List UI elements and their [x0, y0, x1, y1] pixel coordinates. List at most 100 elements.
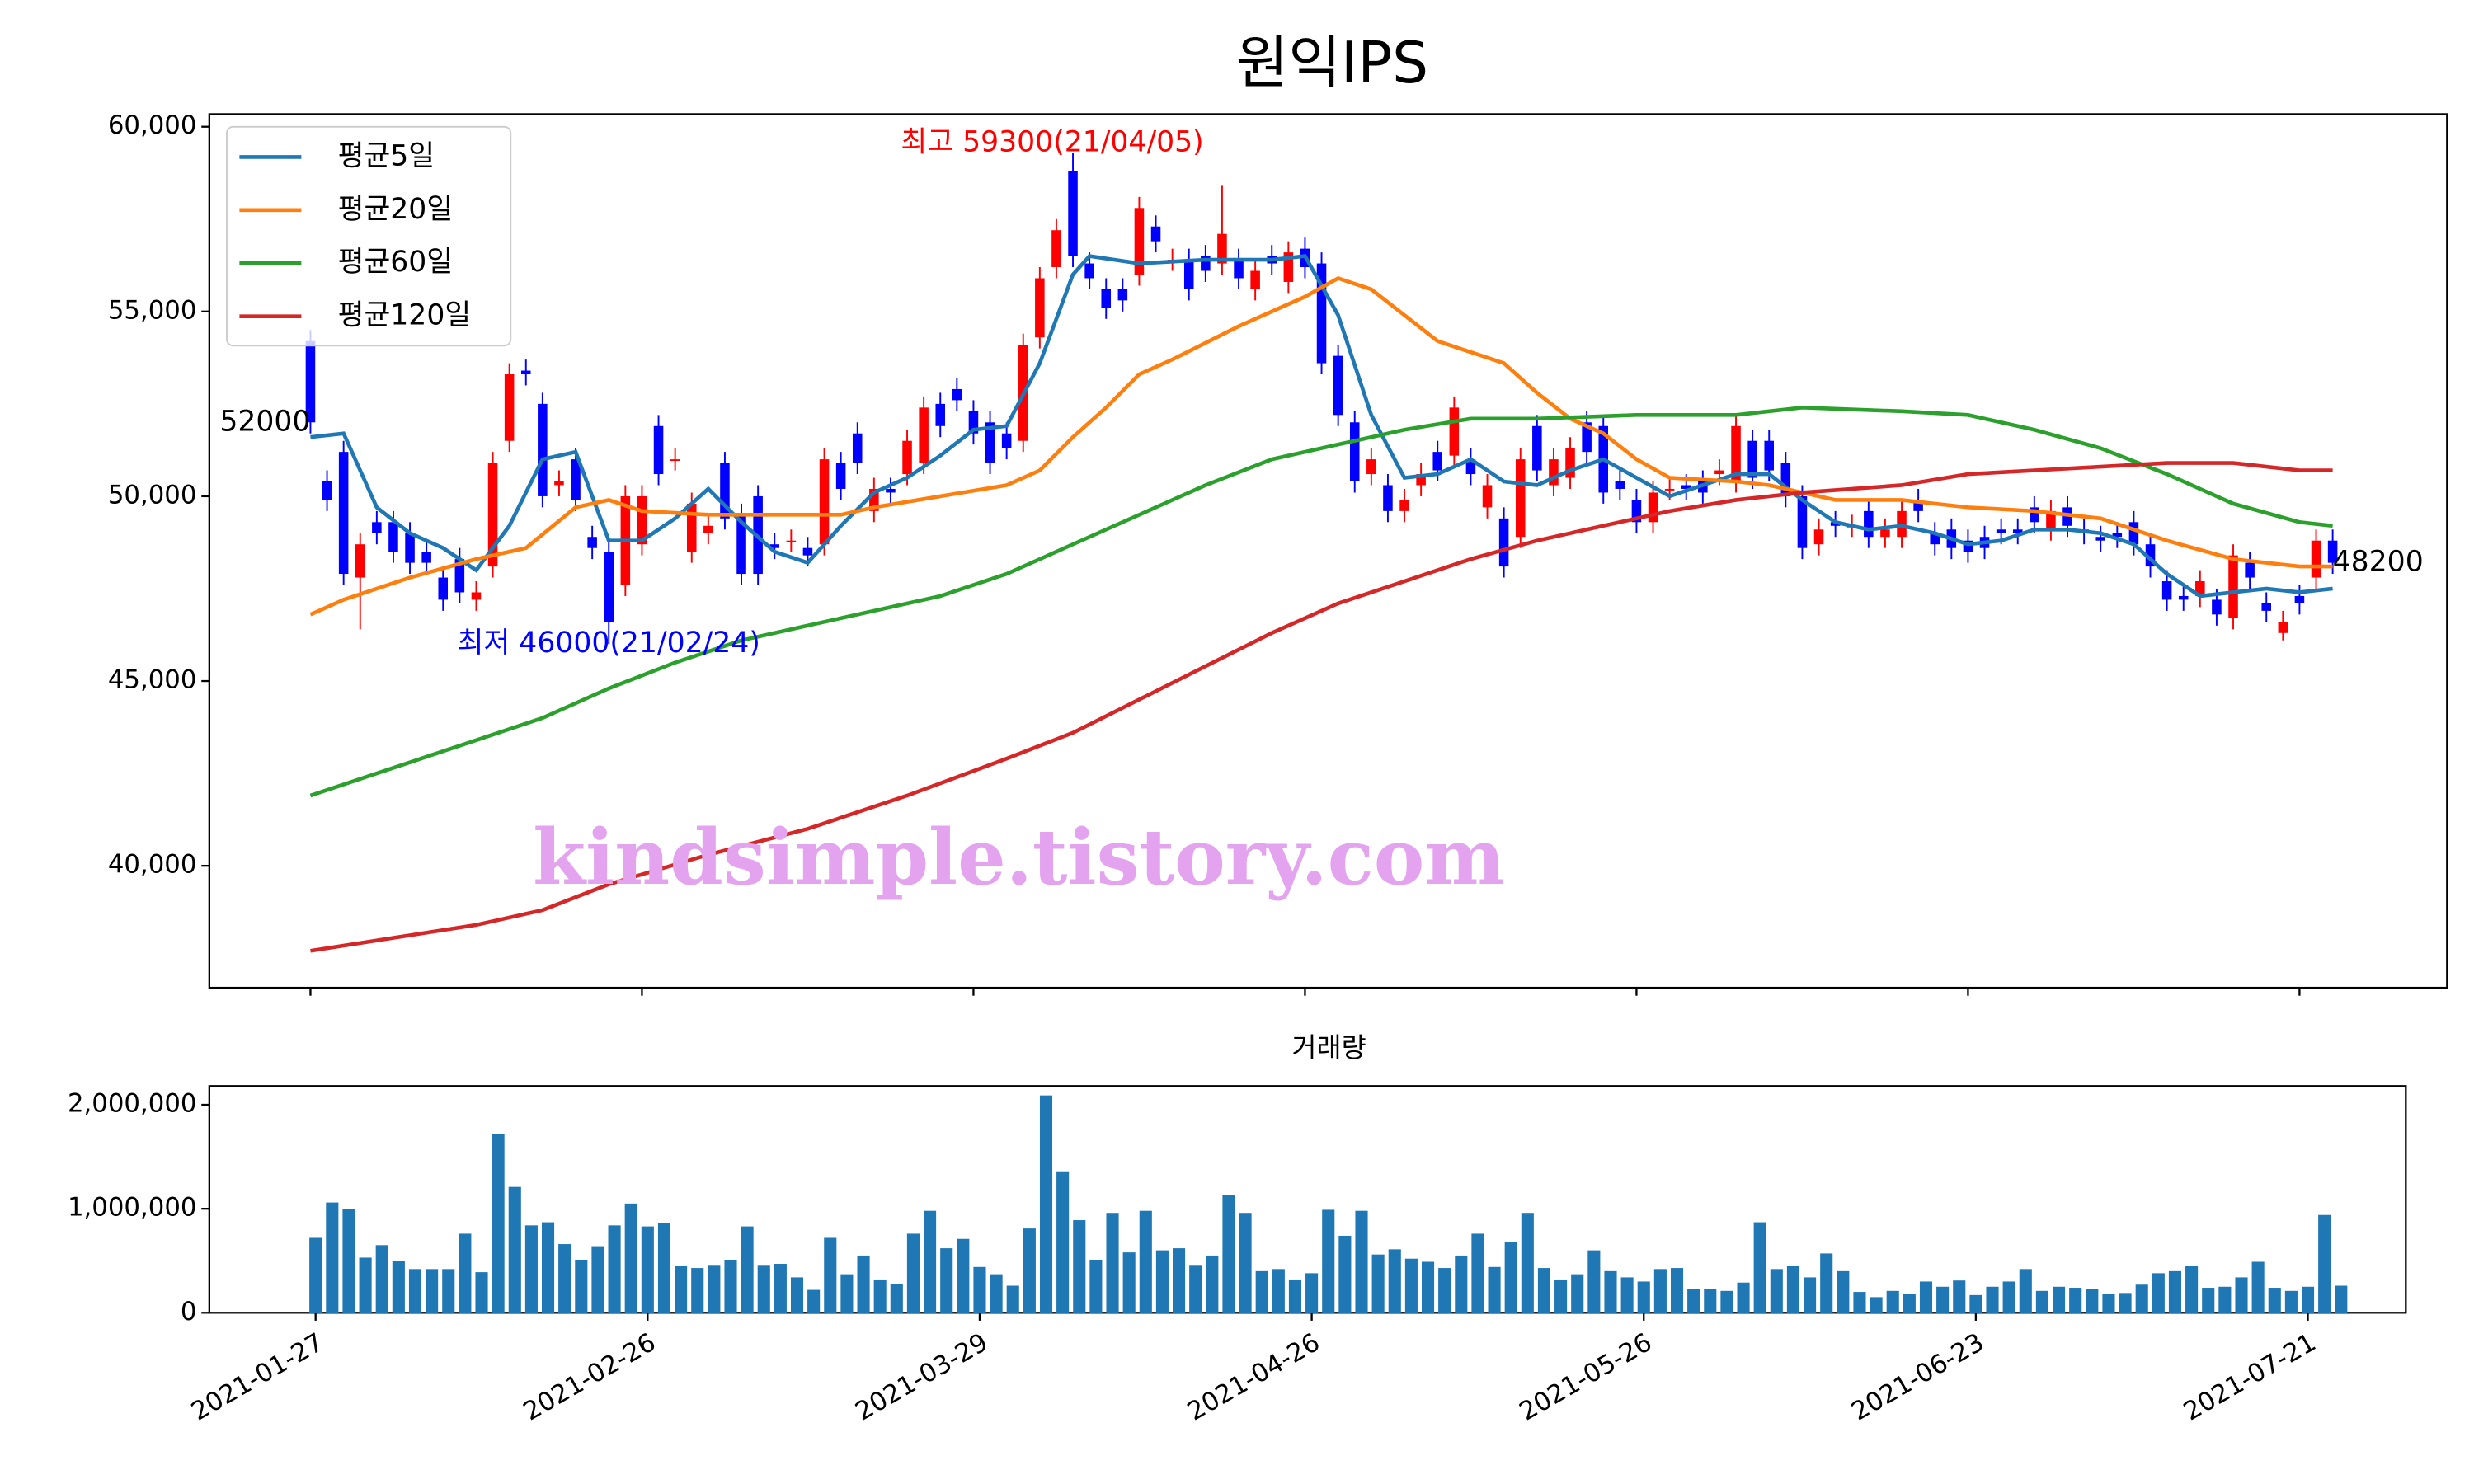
candle-body [886, 488, 896, 493]
volume-bar [2102, 1294, 2115, 1313]
volume-bar [940, 1248, 953, 1313]
volume-bar [1969, 1294, 1982, 1313]
volume-bar [1936, 1286, 1950, 1313]
volume-bar [675, 1266, 688, 1313]
volume-bar [1404, 1258, 1418, 1313]
volume-bar [1039, 1095, 1053, 1313]
legend-label: 평균20일 [338, 193, 454, 226]
candle-body [1664, 488, 1675, 491]
legend-label: 평균5일 [338, 139, 435, 172]
legend-box [226, 125, 512, 347]
volume-bar [1155, 1250, 1169, 1313]
volume-bar [1189, 1265, 1202, 1313]
candle-body [1035, 278, 1045, 338]
volume-bar [774, 1264, 787, 1313]
candle-body [405, 533, 415, 563]
candle-body [1201, 256, 1211, 271]
volume-bar [857, 1255, 870, 1313]
volume-bar [1371, 1254, 1385, 1313]
volume-bar [1288, 1279, 1302, 1313]
candle-body [1631, 500, 1642, 523]
volume-bar [309, 1237, 322, 1313]
candle-body [670, 459, 680, 462]
volume-bar [426, 1269, 439, 1313]
volume-bar [608, 1225, 621, 1313]
candle-body [1764, 440, 1774, 471]
volume-bar [1770, 1269, 1783, 1313]
candle-body [1051, 230, 1061, 268]
volume-bar [1455, 1255, 1468, 1313]
legend-label: 평균120일 [338, 299, 472, 332]
candle-body [2046, 510, 2056, 530]
volume-bar [459, 1233, 472, 1313]
volume-bar [657, 1223, 671, 1313]
volume-bar [359, 1257, 372, 1313]
volume-bar [1438, 1268, 1451, 1313]
volume-bar [2035, 1290, 2048, 1313]
volume-bar [873, 1279, 887, 1313]
volume-bar [1089, 1259, 1103, 1313]
volume-bar [1421, 1261, 1435, 1313]
candle-body [2161, 581, 2172, 600]
volume-bar [973, 1266, 986, 1313]
candle-body [1383, 485, 1393, 511]
candle-body [355, 544, 365, 578]
candle-body [968, 411, 979, 434]
candle-body [1930, 533, 1940, 545]
volume-bar [990, 1274, 1003, 1313]
volume-bar [924, 1210, 937, 1313]
candle-body [372, 522, 382, 533]
volume-bar [840, 1274, 854, 1313]
volume-bar [807, 1289, 821, 1313]
candle-body [703, 525, 713, 533]
volume-bar [1837, 1270, 1850, 1313]
candle-body [2278, 622, 2288, 633]
volume-bar [1006, 1285, 1019, 1313]
volume-bar [890, 1283, 903, 1313]
candle-body [1084, 263, 1094, 279]
candle-body [769, 544, 780, 548]
candle-body [637, 495, 647, 545]
candle-body [1250, 270, 1260, 289]
volume-bar [1571, 1274, 1584, 1313]
candle-body [1217, 233, 1227, 264]
watermark: kindsimple.tistory.com [533, 812, 1505, 902]
y-tick-label: 60,000 [108, 110, 197, 140]
ma-line [310, 254, 2333, 599]
volume-bar [1870, 1297, 1883, 1313]
volume-bar [1139, 1210, 1152, 1313]
candle-body [1913, 500, 1923, 511]
candle-body [653, 425, 664, 475]
candle-body [869, 488, 879, 511]
annotation: 최저 46000(21/02/24) [458, 627, 760, 660]
candle-body [1797, 495, 1808, 548]
volume-bar [326, 1202, 339, 1313]
volume-bar [1753, 1222, 1766, 1313]
candle-body [1366, 459, 1376, 475]
candle-body [1001, 433, 1012, 448]
candle-body [2030, 507, 2039, 523]
volume-bar [1504, 1242, 1517, 1313]
candle-body [2095, 537, 2105, 541]
volume-bar [790, 1277, 804, 1313]
volume-bar [1471, 1233, 1484, 1313]
candle-body [1465, 459, 1476, 475]
volume-bar [2218, 1286, 2232, 1313]
y-tick-label: 50,000 [108, 480, 197, 510]
candle-body [305, 340, 316, 423]
volume-bar [1206, 1255, 1219, 1313]
candle-body [421, 552, 431, 563]
volume-bar [591, 1246, 604, 1313]
candle-body [1880, 529, 1890, 538]
volume-bar [1554, 1279, 1568, 1313]
candle-body [471, 592, 482, 600]
candle-body [2145, 544, 2156, 567]
candle-body [520, 370, 531, 375]
candle-body [736, 514, 746, 575]
candle-body [554, 481, 564, 486]
candle-body [1068, 171, 1078, 256]
candle-body [2261, 603, 2271, 611]
volume-bar [1720, 1290, 1733, 1313]
candle-body [1283, 252, 1294, 282]
